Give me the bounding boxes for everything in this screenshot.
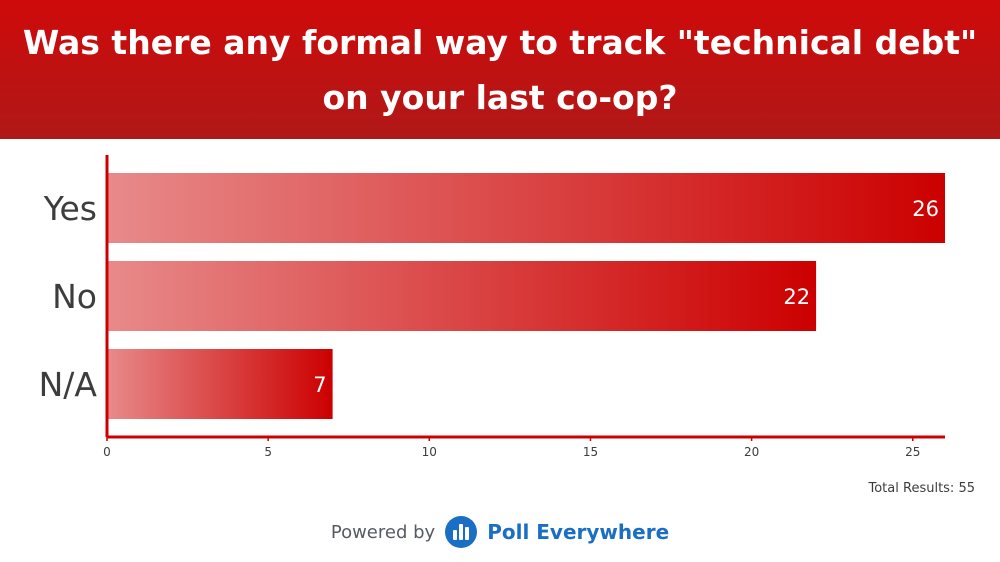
header-banner: Was there any formal way to track "techn… (0, 0, 1000, 139)
x-tick-label: 25 (905, 445, 920, 459)
bar-yes (107, 173, 945, 243)
category-label: Yes (43, 189, 97, 228)
category-label: N/A (39, 365, 98, 404)
bar-chart: Yes 26 No 22 N/A 7 0 5 10 15 20 25 (39, 155, 945, 459)
category-label: No (52, 277, 97, 316)
powered-by-footer: Powered by Poll Everywhere (0, 515, 1000, 549)
value-label: 7 (313, 373, 326, 397)
brand-name: Poll Everywhere (487, 520, 670, 544)
total-results: Total Results: 55 (868, 481, 976, 496)
x-tick-label: 10 (422, 445, 437, 459)
x-tick-label: 15 (583, 445, 598, 459)
x-tick-label: 5 (264, 445, 272, 459)
bar-n-a (107, 349, 333, 419)
value-label: 26 (912, 197, 939, 221)
x-tick-label: 20 (744, 445, 759, 459)
bar-no (107, 261, 817, 331)
x-tick-label: 0 (103, 445, 111, 459)
powered-by-label: Powered by (330, 521, 436, 543)
page-title: Was there any formal way to track "techn… (22, 22, 978, 117)
value-label: 22 (783, 285, 810, 309)
poll-everywhere-logo-icon (445, 516, 478, 548)
